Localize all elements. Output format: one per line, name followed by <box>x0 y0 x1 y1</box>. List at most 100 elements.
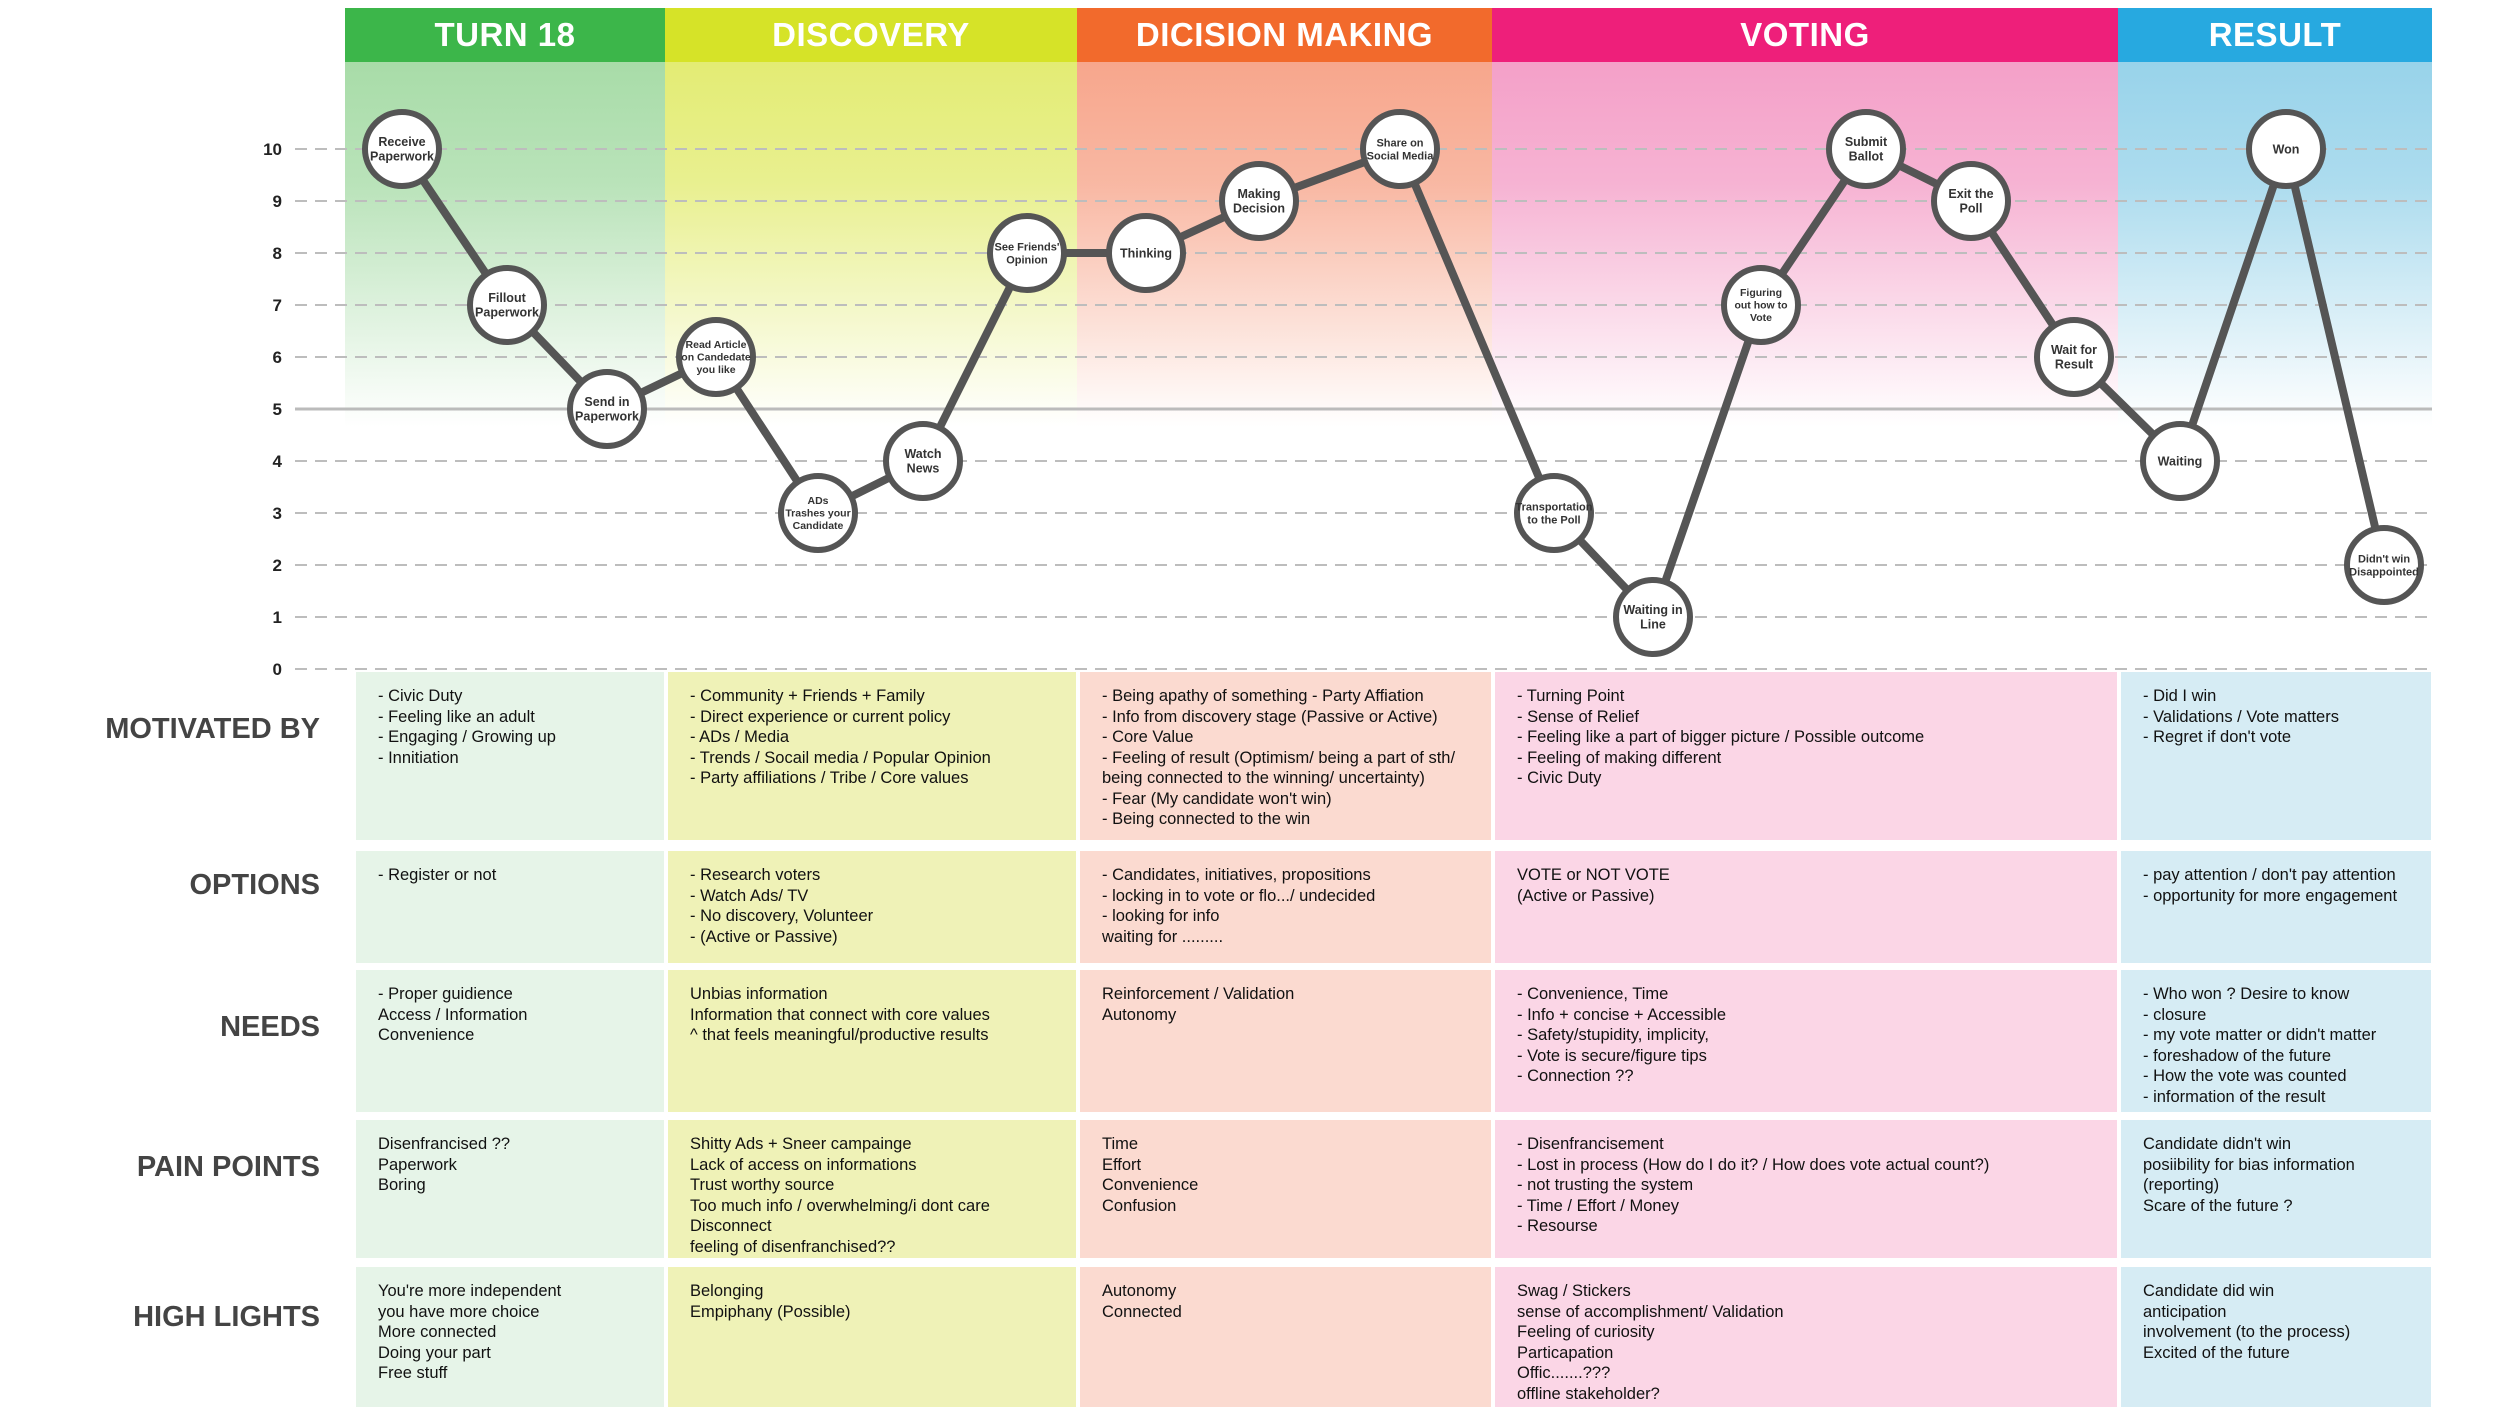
journey-node: Transportation to the Poll <box>1514 473 1594 553</box>
y-tick-label: 4 <box>273 452 283 471</box>
journey-node: Waiting in Line <box>1613 577 1693 657</box>
y-tick-label: 9 <box>273 192 282 211</box>
node-circle <box>1721 265 1801 345</box>
node-circle <box>2246 109 2326 189</box>
node-label: Exit the Poll <box>1948 187 1993 216</box>
node-circle <box>1613 577 1693 657</box>
node-circle <box>2034 317 2114 397</box>
node-label: See Friends' Opinion <box>995 241 1060 266</box>
table-cell: - Civic Duty - Feeling like an adult - E… <box>356 672 664 840</box>
table-cell: Belonging Empiphany (Possible) <box>668 1267 1076 1407</box>
node-label: Didn't win Disappointed <box>2349 553 2419 578</box>
journey-node: Figuring out how to Vote <box>1721 265 1801 345</box>
journey-node: Watch News <box>883 421 963 501</box>
table-cell: - Did I win - Validations / Vote matters… <box>2121 672 2431 840</box>
table-cell: - Turning Point - Sense of Relief - Feel… <box>1495 672 2117 840</box>
y-tick-label: 5 <box>273 400 282 419</box>
table-cell: Candidate didn't win posiibility for bia… <box>2121 1120 2431 1258</box>
node-label: Receive Paperwork <box>370 135 434 164</box>
y-tick-label: 3 <box>273 504 282 523</box>
table-cell: - Register or not <box>356 851 664 963</box>
table-cell: Unbias information Information that conn… <box>668 970 1076 1112</box>
y-tick-label: 0 <box>273 660 282 679</box>
node-label: ADs Trashes your Candidate <box>785 495 850 532</box>
node-label: Fillout Paperwork <box>475 291 539 320</box>
phase-header: DICISION MAKING <box>1077 8 1492 62</box>
table-cell: - Disenfrancisement - Lost in process (H… <box>1495 1120 2117 1258</box>
node-circle <box>1931 161 2011 241</box>
journey-node: Read Article on Candedate you like <box>676 317 756 397</box>
row-label: OPTIONS <box>189 869 320 901</box>
node-label: Thinking <box>1120 246 1172 260</box>
y-tick-label: 10 <box>263 140 282 159</box>
journey-node: Exit the Poll <box>1931 161 2011 241</box>
node-label: Making Decision <box>1233 187 1285 216</box>
y-tick-label: 6 <box>273 348 282 367</box>
y-tick-label: 2 <box>273 556 282 575</box>
journey-node: Receive Paperwork <box>362 109 442 189</box>
table-cell: Time Effort Convenience Confusion <box>1080 1120 1491 1258</box>
node-label: Transportation to the Poll <box>1515 501 1592 526</box>
node-circle <box>676 317 756 397</box>
journey-node: Share on Social Media <box>1360 109 1440 189</box>
node-label: Won <box>2273 142 2300 156</box>
node-label: Watch News <box>904 447 941 476</box>
phase-band-3 <box>1492 62 2118 670</box>
table-cell: - Being apathy of something - Party Affi… <box>1080 672 1491 840</box>
row-label: NEEDS <box>220 1011 320 1043</box>
node-label: Waiting <box>2158 454 2203 468</box>
node-circle <box>883 421 963 501</box>
journey-node: Send in Paperwork <box>567 369 647 449</box>
table-cell: - Who won ? Desire to know - closure - m… <box>2121 970 2431 1112</box>
table-cell: You're more independent you have more ch… <box>356 1267 664 1407</box>
node-label: Figuring out how to Vote <box>1734 287 1787 324</box>
table-cell: Disenfrancised ?? Paperwork Boring <box>356 1120 664 1258</box>
node-circle <box>1360 109 1440 189</box>
journey-node: Submit Ballot <box>1826 109 1906 189</box>
journey-node: See Friends' Opinion <box>987 213 1067 293</box>
node-label: Waiting in Line <box>1623 603 1682 632</box>
row-label: MOTIVATED BY <box>105 713 320 745</box>
node-circle <box>778 473 858 553</box>
journey-node: Fillout Paperwork <box>467 265 547 345</box>
y-tick-label: 7 <box>273 296 282 315</box>
journey-node: Didn't win Disappointed <box>2344 525 2424 605</box>
table-cell: - Community + Friends + Family - Direct … <box>668 672 1076 840</box>
journey-node: Wait for Result <box>2034 317 2114 397</box>
node-circle <box>1219 161 1299 241</box>
journey-node: ADs Trashes your Candidate <box>778 473 858 553</box>
node-label: Submit Ballot <box>1845 135 1888 164</box>
table-cell: Autonomy Connected <box>1080 1267 1491 1407</box>
table-cell: - Candidates, initiatives, propositions … <box>1080 851 1491 963</box>
table-cell: - Research voters - Watch Ads/ TV - No d… <box>668 851 1076 963</box>
node-circle <box>2344 525 2424 605</box>
journey-node: Waiting <box>2140 421 2220 501</box>
phase-header: RESULT <box>2118 8 2432 62</box>
phase-header: VOTING <box>1492 8 2118 62</box>
journey-chart: 0 1 2 3 4 5 6 7 8 9 10 Receive Paperwork Fillout Paper… <box>263 109 2432 679</box>
node-circle <box>1826 109 1906 189</box>
journey-node: Thinking <box>1106 213 1186 293</box>
node-circle <box>1106 213 1186 293</box>
node-label: Read Article on Candedate you like <box>681 339 751 376</box>
table-cell: Reinforcement / Validation Autonomy <box>1080 970 1491 1112</box>
node-label: Send in Paperwork <box>575 395 639 424</box>
table-cell: Shitty Ads + Sneer campainge Lack of acc… <box>668 1120 1076 1258</box>
node-circle <box>362 109 442 189</box>
node-circle <box>2140 421 2220 501</box>
journey-node: Won <box>2246 109 2326 189</box>
phase-header: TURN 18 <box>345 8 665 62</box>
table-cell: Candidate did win anticipation involveme… <box>2121 1267 2431 1407</box>
table-cell: Swag / Stickers sense of accomplishment/… <box>1495 1267 2117 1407</box>
y-tick-label: 8 <box>273 244 282 263</box>
row-label: HIGH LIGHTS <box>133 1301 320 1333</box>
table-cell: VOTE or NOT VOTE (Active or Passive) <box>1495 851 2117 963</box>
node-circle <box>987 213 1067 293</box>
node-circle <box>567 369 647 449</box>
table-cell: - Convenience, Time - Info + concise + A… <box>1495 970 2117 1112</box>
row-label: PAIN POINTS <box>136 1151 320 1183</box>
phase-header: DISCOVERY <box>665 8 1077 62</box>
table-cell: - Proper guidience Access / Information … <box>356 970 664 1112</box>
node-label: Wait for Result <box>2051 343 2097 372</box>
